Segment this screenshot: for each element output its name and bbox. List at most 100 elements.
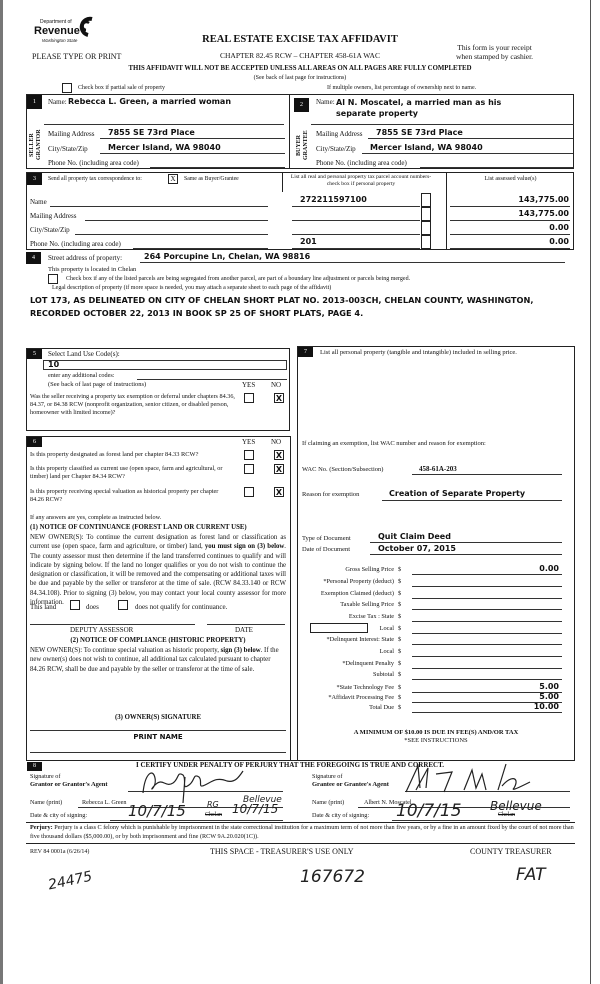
buyer-side-label: BUYER GRANTEE [296,125,310,165]
fee-label: Total Due [369,704,394,711]
currency-symbol: $ [398,660,402,667]
fee-value[interactable]: 5.00 [539,692,559,701]
same-as-buyer-checkbox[interactable]: X [168,174,178,184]
grantee-city-struck: Chelan [498,812,515,818]
forest-no-checkbox[interactable]: X [274,450,284,460]
does-qualify-checkbox[interactable] [70,600,80,610]
send-correspondence-label: Send all property tax correspondence to: [48,176,142,182]
seller-name-label: Name: [48,98,67,106]
seller-name-line [44,124,284,125]
parcel-number[interactable]: 201 [300,237,317,246]
this-land-label: This land [30,603,57,611]
doc-date[interactable]: October 07, 2015 [378,544,456,553]
parcel-header: List all real and personal property tax … [290,174,432,187]
buyer-name[interactable]: Al N. Moscatel, a married man as his sep… [336,98,502,118]
parcel-number[interactable]: 272211597100 [300,195,367,204]
yes-header: YES [242,381,256,389]
legal-description-line2: RECORDED OCTOBER 22, 2013 IN BOOK SP 25 … [30,308,364,318]
multiple-owners-note: If multiple owners, list percentage of o… [327,85,477,91]
fee-line [412,574,562,575]
fee-label: *Personal Property (deduct) [323,578,394,585]
fee-label: Local [379,625,394,632]
land-use-code-field[interactable] [43,360,287,370]
current-use-no-checkbox[interactable]: X [274,464,284,474]
form-title: REAL ESTATE EXCISE TAX AFFIDAVIT [202,34,398,45]
legal-description-label: Legal description of property (if more s… [52,285,332,291]
grantee-name-print[interactable]: Albert N. Moscatel [364,799,412,806]
scan-edge-left [0,0,3,984]
forest-land-question: Is this property designated as forest la… [30,451,199,458]
additional-codes-line [137,379,287,380]
same-as-buyer-label: Same as Buyer/Grantee [184,176,239,182]
grantor-city-struck: Chelan [205,812,222,818]
partial-sale-label: Check box if partial sale of property [78,85,165,91]
please-type: PLEASE TYPE OR PRINT [32,52,122,61]
assessed-value[interactable]: 0.00 [549,223,569,232]
fee-value[interactable]: 5.00 [539,682,559,691]
assessed-header: List assessed value(s) [484,176,537,182]
current-use-yes-checkbox[interactable] [244,464,254,474]
buyer-name-line [311,124,574,125]
exemption-reason[interactable]: Creation of Separate Property [389,489,526,498]
assessed-value[interactable]: 143,775.00 [518,195,569,204]
grantor-name-line [78,807,283,808]
notice-continuance-text: NEW OWNER(S): To continue the current de… [30,533,286,607]
personal-property-checkbox[interactable] [421,193,431,207]
left-column-border [26,436,27,761]
fee-value[interactable]: 10.00 [533,702,559,711]
forest-yes-checkbox[interactable] [244,450,254,460]
if-yes-instructions: If any answers are yes, complete as inst… [30,514,162,521]
corr-phone-label: Phone No. (including area code) [30,240,121,248]
grantor-date-handwritten[interactable]: 10/7/15 [128,802,186,820]
exemption-yes-checkbox[interactable] [244,393,254,403]
logo-name: Revenue [34,25,80,37]
doc-type[interactable]: Quit Claim Deed [378,532,451,541]
seller-city[interactable]: Mercer Island, WA 98040 [108,143,221,152]
deputy-assessor-line [30,624,195,625]
partial-sale-checkbox[interactable] [62,83,72,93]
fee-line [412,679,562,680]
assessed-line [450,234,570,235]
parties-section [26,94,574,169]
notice-compliance-title: (2) NOTICE OF COMPLIANCE (HISTORIC PROPE… [70,637,246,644]
fee-label: *Delinquent Interest: State [326,636,395,643]
does-not-qualify-checkbox[interactable] [118,600,128,610]
seller-side-label: SELLER GRANTOR [29,125,43,165]
currency-symbol: $ [398,590,402,597]
historic-no-checkbox[interactable]: X [274,487,284,497]
wac-number[interactable]: 458-61A-203 [419,465,457,473]
buyer-city-label: City/State/Zip [316,145,356,153]
seller-name[interactable]: Rebecca L. Green, a married woman [68,97,232,106]
treasurer-use-only: THIS SPACE - TREASURER'S USE ONLY [210,847,354,856]
date-line [207,624,285,625]
buyer-label: BUYER [296,134,302,156]
fee-label: Excise Tax : State [348,613,394,620]
buyer-mail-line [368,138,573,139]
buyer-name-label: Name: [316,98,335,106]
fee-value[interactable]: 0.00 [539,564,559,573]
buyer-mail[interactable]: 7855 SE 73rd Place [376,128,463,137]
seller-label: SELLER [29,133,35,157]
personal-property-checkbox[interactable] [421,221,431,235]
see-instructions-note: *SEE INSTRUCTIONS [404,737,468,744]
corr-mail-line [85,220,268,221]
historic-yes-checkbox[interactable] [244,487,254,497]
scan-edge-right [590,0,591,984]
buyer-city[interactable]: Mercer Island, WA 98040 [370,143,483,152]
assessed-value[interactable]: 143,775.00 [518,209,569,218]
grantor-signature[interactable] [135,763,245,803]
grantor-name-print[interactable]: Rebecca L. Green [82,799,127,806]
seller-mail[interactable]: 7855 SE 73rd Place [108,128,195,137]
grantee-signature[interactable] [402,760,532,795]
currency-symbol: $ [398,613,402,620]
personal-property-checkbox[interactable] [421,235,431,249]
assessed-value[interactable]: 0.00 [549,237,569,246]
segregated-checkbox[interactable] [48,274,58,284]
county-code-field[interactable] [310,623,368,633]
section-number-3: 3 [27,173,42,185]
grantee-date-handwritten[interactable]: 10/7/15 [396,801,462,821]
street-address[interactable]: 264 Porcupine Ln, Chelan, WA 98816 [144,252,311,261]
fee-label: Subtotal [373,671,394,678]
personal-property-checkbox[interactable] [421,207,431,221]
exemption-no-checkbox[interactable]: X [274,393,284,403]
